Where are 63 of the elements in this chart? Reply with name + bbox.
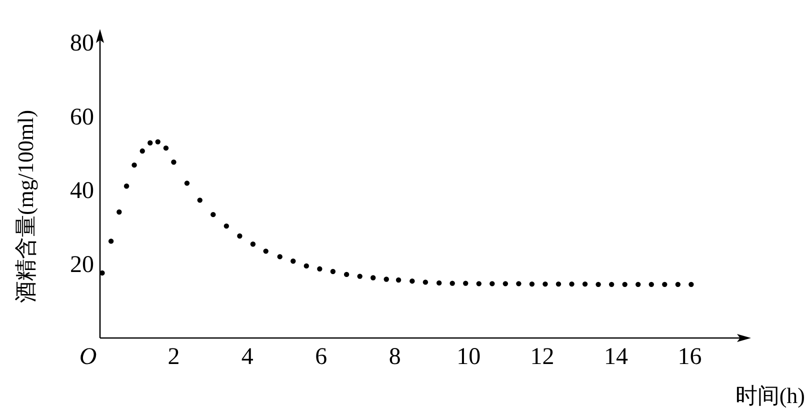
point [529,281,535,287]
y-tick-label: 20 [70,252,94,278]
x-tick-label: 2 [168,344,180,370]
point [277,254,282,260]
x-tick-label: 16 [678,344,702,370]
point [224,223,230,229]
point [344,272,350,278]
point [596,282,601,288]
point [502,281,508,286]
point [108,238,114,244]
point [317,266,322,272]
point [171,160,176,165]
point [357,274,362,279]
x-tick-label: 14 [604,344,628,370]
point [197,198,202,203]
point [184,180,190,186]
point [148,140,153,146]
point [140,148,145,154]
point [608,282,614,288]
point [132,162,137,168]
point [163,145,169,151]
point [542,281,548,287]
point [436,280,442,286]
point [636,282,641,288]
point [556,281,562,287]
x-tick-label: O [79,344,97,370]
x-tick-label: 4 [241,344,254,370]
point [384,276,389,282]
point [396,277,402,283]
point [250,242,256,247]
x-tick-label: 6 [315,344,328,370]
point [290,258,296,264]
point [263,248,268,254]
point [516,281,522,286]
point [622,282,628,288]
point [569,281,574,287]
x-axis-title: 时间(h) [735,383,805,408]
point [648,282,654,288]
point [155,139,160,144]
point [237,233,242,239]
point [422,280,428,285]
point [662,282,668,288]
point [450,280,455,286]
x-tick-label: 12 [530,344,554,370]
point [124,184,130,189]
point [582,281,588,287]
point [675,282,681,288]
point [490,281,495,286]
point [116,209,122,215]
point [210,212,216,218]
x-tick-label: 10 [456,344,481,370]
point [476,281,482,286]
point [688,282,694,288]
point [330,268,336,274]
point [463,280,468,286]
point [410,278,415,284]
x-tick-label: 8 [388,344,401,370]
y-axis-title: 酒精含量(mg/100ml) [13,110,38,304]
point [370,275,376,280]
point [304,263,309,269]
y-tick-label: 40 [70,178,94,204]
y-tick-label: 60 [70,104,94,130]
y-tick-label: 80 [70,30,94,56]
